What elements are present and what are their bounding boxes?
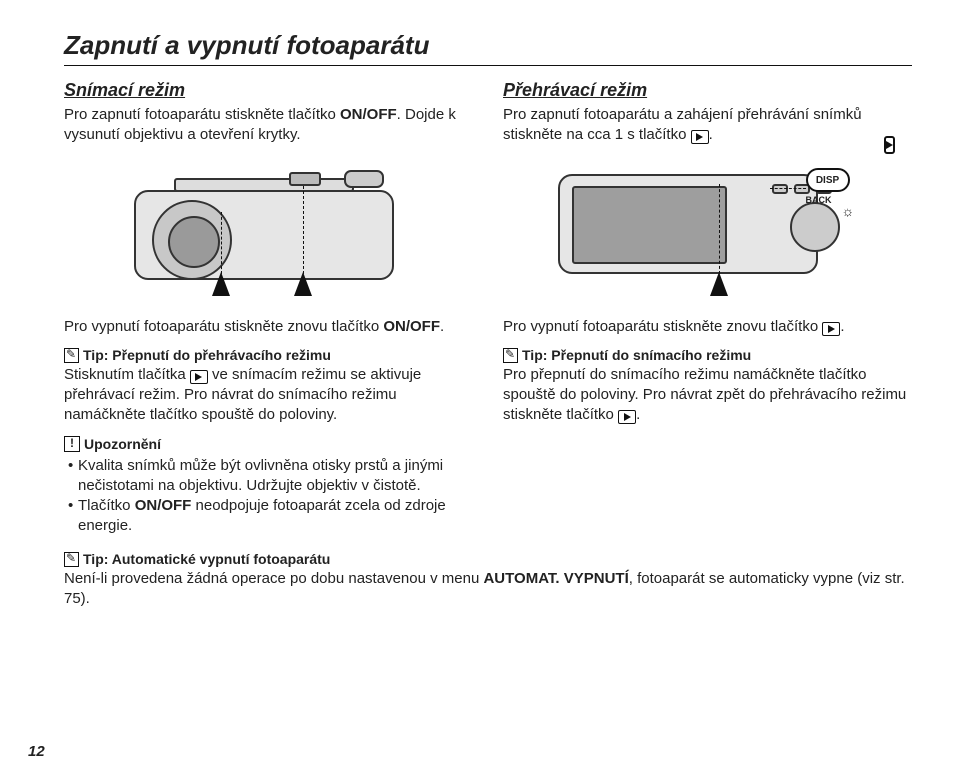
footer-tip-block: Tip: Automatické vypnutí fotoaparátu Nen… bbox=[64, 551, 912, 610]
note-icon bbox=[64, 348, 79, 363]
page-title: Zapnutí a vypnutí fotoaparátu bbox=[64, 30, 912, 61]
play-icon bbox=[691, 130, 709, 144]
warning-list: Kvalita snímků může být ovlivněna otisky… bbox=[64, 456, 473, 537]
left-column: Snímací režim Pro zapnutí fotoaparátu st… bbox=[64, 80, 473, 146]
tip-shooting-mode: Tip: Přepnutí do snímacího režimu Pro př… bbox=[503, 347, 912, 426]
right-subheading: Přehrávací režim bbox=[503, 80, 912, 101]
list-item: Tlačítko ON/OFF neodpojuje fotoaparát zc… bbox=[68, 496, 473, 537]
manual-page: Zapnutí a vypnutí fotoaparátu Snímací re… bbox=[0, 0, 960, 778]
tip-playback-mode: Tip: Přepnutí do přehrávacího režimu Sti… bbox=[64, 347, 473, 426]
two-column-body: Pro vypnutí fotoaparátu stiskněte znovu … bbox=[64, 317, 912, 537]
right-column: Přehrávací režim Pro zapnutí fotoaparátu… bbox=[503, 80, 912, 146]
arrow-icon bbox=[294, 272, 312, 296]
left-subheading: Snímací režim bbox=[64, 80, 473, 101]
two-column-intro: Snímací režim Pro zapnutí fotoaparátu st… bbox=[64, 80, 912, 146]
left-body-column: Pro vypnutí fotoaparátu stiskněte znovu … bbox=[64, 317, 473, 537]
play-icon bbox=[190, 370, 208, 384]
caution-icon bbox=[64, 436, 80, 452]
camera-front-illustration bbox=[64, 160, 473, 295]
tip2-body: Pro přepnutí do snímacího režimu namáčkn… bbox=[503, 365, 912, 426]
warning-block: Upozornění Kvalita snímků může být ovliv… bbox=[64, 436, 473, 537]
list-item: Kvalita snímků může být ovlivněna otisky… bbox=[68, 456, 473, 497]
play-icon bbox=[822, 322, 840, 336]
note-icon bbox=[64, 552, 79, 567]
brightness-icon: ☼ bbox=[842, 203, 866, 219]
right-off-text: Pro vypnutí fotoaparátu stiskněte znovu … bbox=[503, 317, 912, 337]
left-off-text: Pro vypnutí fotoaparátu stiskněte znovu … bbox=[64, 317, 473, 337]
left-intro: Pro zapnutí fotoaparátu stiskněte tlačít… bbox=[64, 105, 473, 146]
disp-button-label: DISP bbox=[806, 168, 850, 192]
tip1-body: Stisknutím tlačítka ve snímacím režimu s… bbox=[64, 365, 473, 426]
camera-back-illustration: DISP BACK ☼ bbox=[503, 160, 912, 295]
illustration-row: DISP BACK ☼ bbox=[64, 160, 912, 295]
right-intro: Pro zapnutí fotoaparátu a zahájení přehr… bbox=[503, 105, 912, 146]
arrow-icon bbox=[710, 272, 728, 296]
right-body-column: Pro vypnutí fotoaparátu stiskněte znovu … bbox=[503, 317, 912, 537]
button-callout: DISP BACK ☼ bbox=[806, 168, 866, 219]
note-icon bbox=[503, 348, 518, 363]
page-number: 12 bbox=[28, 743, 45, 760]
play-icon bbox=[618, 410, 636, 424]
play-icon bbox=[884, 136, 895, 154]
footer-body: Není-li provedena žádná operace po dobu … bbox=[64, 569, 912, 610]
title-rule bbox=[64, 65, 912, 66]
arrow-icon bbox=[212, 272, 230, 296]
